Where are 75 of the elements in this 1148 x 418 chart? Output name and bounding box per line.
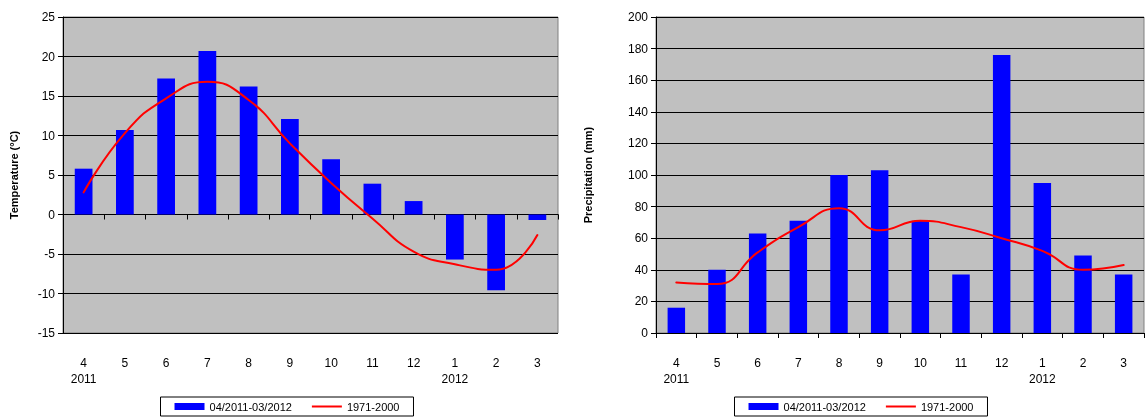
bar: [667, 307, 686, 333]
line-series: [675, 207, 1125, 286]
bar: [1033, 182, 1052, 333]
x-tick-label: 7: [204, 356, 212, 370]
x-tick-label: 3: [534, 356, 542, 370]
x-tick-label: 5: [713, 356, 721, 370]
legend-label: 1971-2000: [920, 400, 974, 413]
y-tick-label: 20: [634, 294, 649, 309]
y-tick-label: 160: [627, 73, 649, 88]
y-tick-label: 80: [634, 199, 649, 214]
x-tick-label: 1 2012: [441, 356, 469, 386]
y-tick-label: 10: [41, 128, 56, 143]
x-tick-label: 8: [245, 356, 253, 370]
x-tick-label: 5: [121, 356, 129, 370]
bar: [157, 78, 175, 215]
bar: [952, 274, 970, 333]
bar: [74, 168, 93, 215]
y-axis-title: Temperature (°C): [7, 130, 20, 220]
x-tick-label: 9: [876, 356, 884, 370]
x-tick-label: 6: [162, 356, 170, 370]
x-tick-label: 4 2011: [70, 356, 97, 386]
bar: [322, 159, 340, 215]
bar: [748, 233, 767, 333]
y-tick-label: 140: [627, 104, 649, 119]
y-tick-label: 25: [41, 10, 56, 24]
x-tick-label: 2: [1079, 356, 1087, 370]
x-tick-label: 11: [954, 356, 968, 370]
y-tick-label: 5: [48, 168, 56, 182]
x-tick-label: 7: [794, 356, 802, 370]
legend-label: 04/2011-03/2012: [783, 400, 866, 413]
legend-label: 04/2011-03/2012: [209, 400, 292, 413]
line-series: [82, 80, 539, 271]
y-axis-title: Precipitation (mm): [581, 126, 594, 224]
x-tick-label: 11: [366, 356, 379, 370]
x-tick-label: 9: [286, 356, 294, 370]
y-tick-label: 100: [627, 168, 649, 182]
y-tick-label: 120: [627, 136, 649, 151]
x-tick-label: 3: [1120, 356, 1128, 370]
y-tick-label: -15: [37, 326, 56, 340]
x-tick-label: 12: [994, 356, 1009, 370]
y-tick-label: 0: [48, 207, 56, 222]
x-tick-label: 8: [835, 356, 843, 370]
y-tick-label: 15: [41, 89, 56, 103]
y-tick-label: 40: [634, 262, 649, 277]
x-tick-label: 12: [406, 356, 421, 370]
bar: [870, 170, 889, 333]
y-tick-label: 20: [41, 49, 56, 64]
bar: [789, 220, 808, 333]
x-tick-label: 6: [754, 356, 762, 370]
bar: [404, 201, 423, 215]
bar: [708, 269, 726, 333]
bar: [239, 86, 258, 215]
y-tick-label: -10: [37, 286, 56, 301]
bar: [911, 220, 930, 333]
bar: [1114, 274, 1133, 333]
bar: [281, 118, 299, 215]
bar: [992, 54, 1011, 333]
bar: [1074, 255, 1092, 333]
legend-label: 1971-2000: [346, 400, 400, 413]
bar: [487, 214, 505, 291]
y-tick-label: 180: [627, 41, 649, 56]
y-tick-label: -5: [44, 247, 56, 261]
y-tick-label: 60: [634, 231, 649, 246]
bar: [198, 50, 217, 215]
bar: [116, 129, 134, 215]
y-tick-label: 200: [627, 10, 649, 24]
bar: [830, 175, 848, 333]
bar: [446, 214, 464, 260]
x-tick-label: 1 2012: [1028, 356, 1056, 386]
bar: [363, 183, 382, 215]
y-tick-label: 0: [641, 326, 649, 340]
x-tick-label: 4 2011: [663, 356, 690, 386]
x-tick-label: 10: [913, 356, 928, 370]
x-tick-label: 10: [324, 356, 339, 370]
x-tick-label: 2: [492, 356, 500, 370]
